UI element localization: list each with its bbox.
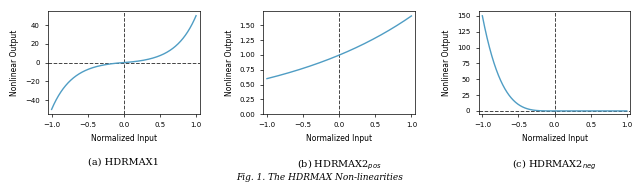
Text: (b) HDRMAX2$_{pos}$: (b) HDRMAX2$_{pos}$: [297, 157, 381, 172]
Y-axis label: Nonlinear Output: Nonlinear Output: [10, 29, 19, 96]
X-axis label: Normalized Input: Normalized Input: [91, 134, 157, 143]
Text: Fig. 1. The HDRMAX Non-linearities: Fig. 1. The HDRMAX Non-linearities: [237, 173, 403, 182]
Y-axis label: Nonlinear Output: Nonlinear Output: [225, 29, 234, 96]
X-axis label: Normalized Input: Normalized Input: [522, 134, 588, 143]
Text: (c) HDRMAX2$_{neg}$: (c) HDRMAX2$_{neg}$: [512, 157, 597, 172]
Y-axis label: Nonlinear Output: Nonlinear Output: [442, 29, 451, 96]
Text: (a) HDRMAX1: (a) HDRMAX1: [88, 157, 159, 166]
X-axis label: Normalized Input: Normalized Input: [306, 134, 372, 143]
